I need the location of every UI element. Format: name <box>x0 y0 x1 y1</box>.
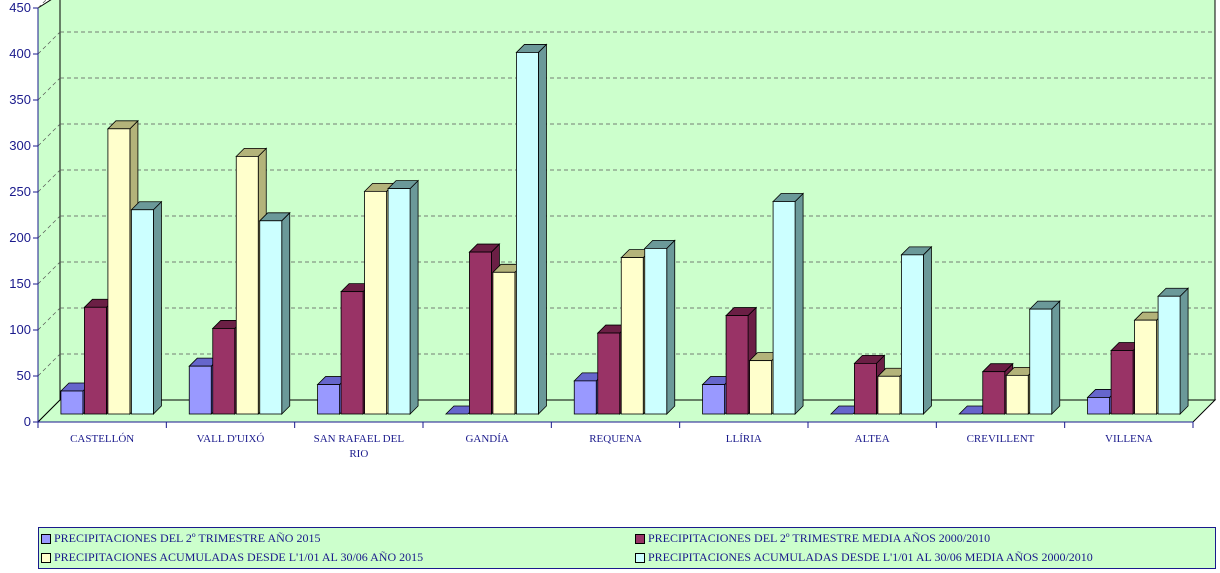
bar-front <box>772 201 796 415</box>
x-category-label-5: REQUENA <box>589 433 642 445</box>
legend-swatch-series-3 <box>41 552 51 563</box>
bar-front <box>901 254 924 415</box>
x-category-label-7: ALTEA <box>855 433 890 445</box>
bar-side <box>409 179 419 415</box>
bar-front <box>573 380 597 415</box>
legend-item-series-3: PRECIPITACIONES ACUMULADAS DESDE L'1/01 … <box>41 550 423 565</box>
gridline-side <box>37 261 61 285</box>
bar-4-6 <box>772 192 805 415</box>
bar-side <box>666 239 676 415</box>
bar-front <box>60 390 84 415</box>
x-axis-ticks: CASTELLÓN VALL D'UIXÓ SAN RAFAEL DEL RIO GAN… <box>37 422 1194 460</box>
bar-front <box>387 188 411 415</box>
x-category-label-9: VILLENA <box>1105 433 1153 445</box>
bar-front <box>982 371 1006 415</box>
legend: PRECIPITACIONES DEL 2º TRIMESTRE AÑO 201… <box>38 527 1216 569</box>
side-wall <box>37 0 61 424</box>
bar-front <box>131 209 154 415</box>
bar-front <box>84 306 107 415</box>
bar-side <box>153 200 162 415</box>
bar-side <box>1051 300 1061 415</box>
legend-swatch-series-4 <box>635 552 645 563</box>
bar-front <box>212 328 236 415</box>
legend-label-series-2: PRECIPITACIONES DEL 2º TRIMESTRE MEDIA A… <box>648 531 991 545</box>
y-tick-label: 0 <box>24 414 31 429</box>
y-tick-label: 200 <box>9 230 31 245</box>
bar-side <box>281 211 291 415</box>
bar-front <box>107 128 131 415</box>
bar-4-3 <box>387 179 420 415</box>
bar-4-2 <box>258 211 291 415</box>
bar-front <box>877 375 901 415</box>
bar-front <box>1134 319 1157 415</box>
gridline-side <box>37 77 61 101</box>
bar-front <box>749 360 772 415</box>
bar-4-9 <box>1157 287 1190 415</box>
x-category-label-2: VALL D'UIXÓ <box>197 433 265 445</box>
bar-front <box>1005 374 1029 415</box>
y-tick-label: 450 <box>9 0 31 15</box>
y-tick-label: 350 <box>9 92 31 107</box>
bar-front <box>469 251 492 415</box>
gridline-side <box>37 31 61 55</box>
bar-4-8 <box>1028 300 1061 415</box>
bar-front <box>259 220 283 415</box>
gridline-side <box>37 123 61 147</box>
bar-front <box>1157 295 1181 415</box>
axes <box>37 8 1193 423</box>
bar-4-7 <box>900 245 933 415</box>
y-axis-ticks: 0 50 100 150 200 250 300 350 400 450 <box>9 0 38 429</box>
y-tick-label: 150 <box>9 276 31 291</box>
bar-4-1 <box>130 200 163 415</box>
x-category-label-6: LLÍRIA <box>726 433 762 445</box>
gridline-side <box>37 353 61 377</box>
legend-swatch-series-1 <box>41 533 51 544</box>
bar-front <box>620 257 644 415</box>
legend-item-series-2: PRECIPITACIONES DEL 2º TRIMESTRE MEDIA A… <box>635 531 990 546</box>
bar-4-4 <box>515 43 548 415</box>
bar-front <box>492 271 516 415</box>
legend-label-series-4: PRECIPITACIONES ACUMULADAS DESDE L'1/01 … <box>648 550 1093 564</box>
bar-front <box>597 332 621 415</box>
bar-4-5 <box>643 239 676 415</box>
legend-label-series-1: PRECIPITACIONES DEL 2º TRIMESTRE AÑO 201… <box>54 531 321 545</box>
gridline-side <box>37 307 61 331</box>
bar-1-3 <box>316 375 349 415</box>
gridline-side <box>37 169 61 193</box>
legend-item-series-4: PRECIPITACIONES ACUMULADAS DESDE L'1/01 … <box>635 550 1093 565</box>
bar-front <box>364 190 387 415</box>
bar-front <box>702 384 725 415</box>
x-category-label-4: GANDÍA <box>465 433 508 445</box>
gridline-side <box>37 215 61 239</box>
bar-front <box>1087 397 1110 415</box>
y-tick-label: 100 <box>9 322 31 337</box>
legend-label-series-3: PRECIPITACIONES ACUMULADAS DESDE L'1/01 … <box>54 550 424 564</box>
bar-front <box>516 52 539 415</box>
bar-front <box>1110 350 1134 415</box>
bar-front <box>235 155 259 415</box>
bar-side <box>1179 287 1189 415</box>
y-tick-label: 250 <box>9 184 31 199</box>
bar-front <box>644 247 668 415</box>
bar-front <box>188 365 212 415</box>
bar-front <box>1029 308 1053 415</box>
bar-front <box>725 315 749 415</box>
bar-front <box>340 291 364 415</box>
y-tick-label: 400 <box>9 46 31 61</box>
legend-swatch-series-2 <box>635 533 645 544</box>
x-category-label-8: CREVILLENT <box>967 433 1035 445</box>
bars <box>59 43 1190 415</box>
y-tick-label: 300 <box>9 138 31 153</box>
y-tick-label: 50 <box>17 368 31 383</box>
bar-side <box>538 43 547 415</box>
bar-front <box>317 384 340 415</box>
x-category-label-3: SAN RAFAEL DEL RIO <box>314 433 405 460</box>
legend-item-series-1: PRECIPITACIONES DEL 2º TRIMESTRE AÑO 201… <box>41 531 320 546</box>
bar-side <box>923 245 932 415</box>
bar-front <box>854 362 877 415</box>
x-category-label-1: CASTELLÓN <box>70 433 134 445</box>
bar-side <box>794 192 804 415</box>
